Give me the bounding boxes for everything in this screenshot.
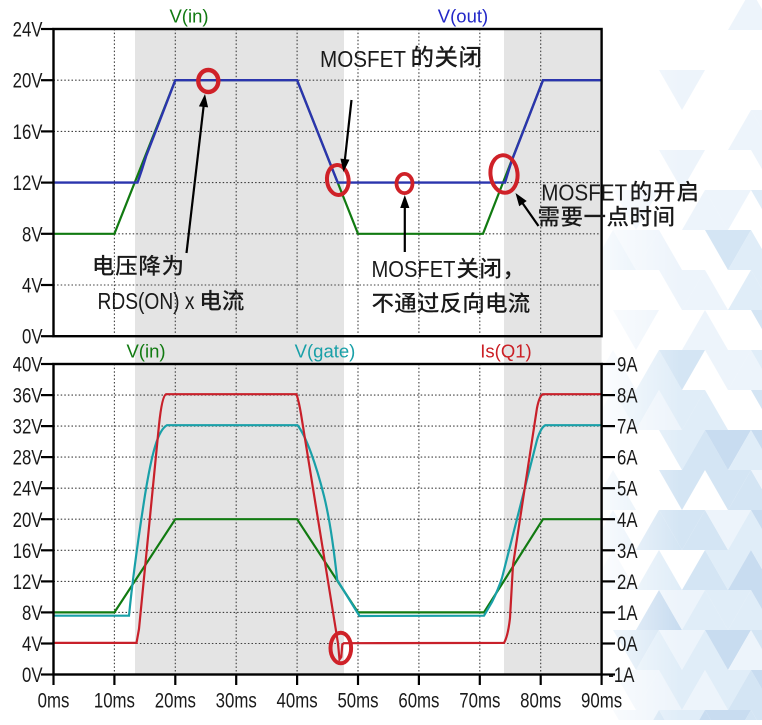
svg-text:Is(Q1): Is(Q1): [480, 341, 531, 362]
svg-text:9A: 9A: [617, 354, 638, 377]
svg-text:MOSFET: MOSFET: [320, 46, 406, 72]
svg-text:MOSFET: MOSFET: [541, 180, 627, 206]
svg-text:4V: 4V: [22, 633, 43, 656]
svg-text:40V: 40V: [13, 354, 43, 377]
svg-text:40ms: 40ms: [277, 690, 318, 713]
svg-text:16V: 16V: [13, 540, 43, 563]
svg-text:16V: 16V: [13, 121, 43, 144]
svg-text:4V: 4V: [22, 275, 43, 298]
svg-text:20ms: 20ms: [155, 690, 196, 713]
svg-text:20V: 20V: [13, 70, 43, 93]
svg-text:RDS(ON) x: RDS(ON) x: [98, 288, 195, 314]
svg-text:V(out): V(out): [438, 6, 488, 27]
svg-text:70ms: 70ms: [459, 690, 500, 713]
svg-text:V(gate): V(gate): [295, 341, 356, 362]
svg-text:30ms: 30ms: [216, 690, 257, 713]
svg-text:7A: 7A: [617, 416, 638, 439]
svg-text:80ms: 80ms: [520, 690, 561, 713]
svg-text:12V: 12V: [13, 571, 43, 594]
svg-text:8A: 8A: [617, 385, 638, 408]
svg-text:6A: 6A: [617, 447, 638, 470]
svg-text:MOSFET: MOSFET: [372, 256, 456, 282]
svg-text:28V: 28V: [13, 447, 43, 470]
svg-text:60ms: 60ms: [398, 690, 439, 713]
svg-text:0V: 0V: [22, 664, 43, 687]
svg-text:V(in): V(in): [126, 341, 165, 362]
svg-text:1A: 1A: [617, 602, 638, 625]
svg-text:50ms: 50ms: [337, 690, 378, 713]
svg-text:32V: 32V: [13, 416, 43, 439]
svg-text:24V: 24V: [13, 19, 43, 42]
svg-text:10ms: 10ms: [94, 690, 135, 713]
svg-text:-1A: -1A: [608, 664, 634, 687]
svg-text:4A: 4A: [617, 509, 638, 532]
svg-text:V(in): V(in): [169, 6, 208, 27]
svg-text:8V: 8V: [22, 602, 43, 625]
svg-text:3A: 3A: [617, 540, 638, 563]
svg-text:5A: 5A: [617, 478, 638, 501]
svg-text:0V: 0V: [22, 326, 43, 349]
svg-text:20V: 20V: [13, 509, 43, 532]
svg-text:36V: 36V: [13, 385, 43, 408]
svg-text:24V: 24V: [13, 478, 43, 501]
svg-text:8V: 8V: [22, 223, 43, 246]
svg-text:0A: 0A: [617, 633, 638, 656]
svg-text:90ms: 90ms: [581, 690, 622, 713]
svg-text:12V: 12V: [13, 172, 43, 195]
svg-text:2A: 2A: [617, 571, 638, 594]
svg-text:0ms: 0ms: [38, 690, 70, 713]
